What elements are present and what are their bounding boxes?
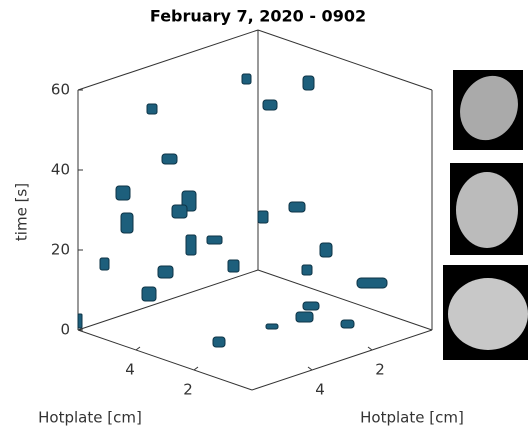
axes-box (77, 29, 433, 391)
y-tick-label: 4 (315, 381, 325, 399)
z-tick-label: 60 (51, 81, 70, 99)
particle (146, 103, 158, 115)
x-tick (135, 346, 141, 351)
particle (99, 257, 110, 271)
axis-edge (77, 329, 253, 391)
particle (161, 153, 178, 165)
axis-edge (77, 269, 259, 331)
thumbnail-particle (456, 172, 518, 248)
x-axis-label: Hotplate [cm] (38, 409, 142, 427)
particle (206, 235, 223, 245)
y-tick (367, 346, 373, 351)
particle (120, 212, 134, 234)
particle (257, 210, 269, 224)
particle (77, 313, 83, 329)
axis-edge (257, 269, 433, 331)
z-tick-label: 40 (51, 161, 70, 179)
particles (77, 73, 388, 348)
particle (262, 99, 278, 111)
particle (141, 286, 157, 302)
y-tick-label: 2 (375, 361, 385, 379)
thumbnails (443, 70, 528, 360)
particle (302, 75, 315, 91)
chart-title: February 7, 2020 - 0902 (150, 7, 366, 26)
z-tick-label: 20 (51, 241, 70, 259)
thumbnail-particle (448, 278, 528, 350)
particle (115, 185, 131, 201)
y-tick (307, 366, 313, 371)
particle (356, 277, 388, 289)
axis-edge (251, 329, 433, 391)
z-axis-label: time [s] (13, 183, 31, 241)
particle (241, 73, 252, 85)
particle (157, 265, 174, 279)
particle (265, 323, 279, 330)
particle (185, 234, 197, 256)
particle (212, 336, 226, 348)
particle (319, 242, 333, 258)
y-axis-label: Hotplate [cm] (360, 409, 464, 427)
z-tick-label: 0 (60, 321, 70, 339)
particle (295, 311, 314, 323)
x-tick-label: 4 (125, 361, 135, 379)
x-tick-label: 2 (183, 381, 193, 399)
particle (171, 204, 188, 219)
particle (302, 301, 320, 311)
axis-edge (77, 29, 259, 91)
particle (301, 264, 313, 276)
particle (288, 201, 306, 213)
x-tick (193, 366, 199, 371)
particle (227, 259, 240, 273)
axis-edge (257, 29, 433, 91)
particle (340, 319, 355, 329)
thumbnail-particle (460, 75, 518, 141)
